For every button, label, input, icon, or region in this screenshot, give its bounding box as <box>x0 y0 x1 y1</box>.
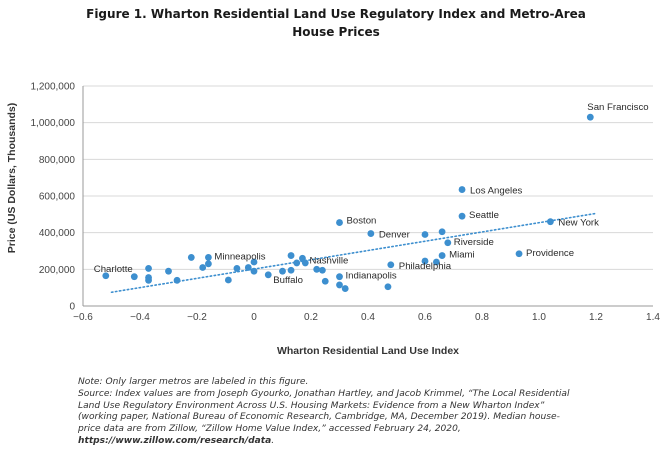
data-point <box>250 267 258 275</box>
point-label-seattle: Seattle <box>469 210 499 221</box>
figure-title-line-2: House Prices <box>292 25 380 39</box>
data-points <box>102 113 594 292</box>
x-axis-label: Wharton Residential Land Use Index <box>277 345 459 357</box>
point-label-san-francisco: San Francisco <box>587 102 648 113</box>
point-buffalo <box>264 271 272 279</box>
point-providence <box>515 250 523 258</box>
point-label-philadelphia: Philadelphia <box>399 261 452 272</box>
point-label-new-york: New York <box>558 218 599 229</box>
point-label-nashville: Nashville <box>309 255 348 266</box>
point-boston <box>336 219 343 226</box>
data-point <box>233 265 241 272</box>
x-tick-label: 1.4 <box>646 312 660 323</box>
point-minneapolis <box>205 254 212 261</box>
note-line-1: Note: Only larger metros are labeled in … <box>78 377 309 387</box>
point-los-angeles <box>458 186 466 193</box>
y-tick-label: 1,000,000 <box>31 118 76 129</box>
axes: 0 200,000 400,000 600,000 800,000 1,000,000 1,… <box>31 82 661 324</box>
data-point <box>301 259 309 267</box>
data-point <box>224 276 232 284</box>
data-point <box>199 264 207 271</box>
source-line-2: Land Use Regulatory Environment Across U… <box>78 400 545 411</box>
data-point <box>244 264 252 271</box>
point-label-los-angeles: Los Angeles <box>470 186 522 197</box>
point-label-boston: Boston <box>347 216 377 227</box>
point-label-providence: Providence <box>526 248 574 259</box>
figure-note: Note: Only larger metros are labeled in … <box>78 377 598 448</box>
data-point <box>313 265 321 273</box>
data-point <box>287 252 295 259</box>
point-denver <box>367 230 375 237</box>
data-point <box>205 260 212 268</box>
figure-title: Figure 1. Wharton Residential Land Use R… <box>0 5 672 41</box>
data-point <box>287 266 295 274</box>
point-indianapolis <box>336 273 343 281</box>
figure-title-line-1: Figure 1. Wharton Residential Land Use R… <box>86 7 586 21</box>
data-point <box>145 265 152 272</box>
data-point <box>384 283 392 291</box>
x-tick-label: 1.2 <box>589 312 603 323</box>
data-point <box>130 273 138 281</box>
point-label-indianapolis: Indianapolis <box>346 271 397 282</box>
data-point <box>250 258 258 266</box>
x-tick-label: −0.2 <box>187 312 207 323</box>
y-tick-label: 400,000 <box>39 228 76 239</box>
x-tick-label: 0.6 <box>418 312 432 323</box>
point-label-charlotte: Charlotte <box>94 264 133 275</box>
data-point <box>279 267 286 275</box>
y-tick-label: 1,200,000 <box>31 82 76 93</box>
trendline <box>110 212 597 294</box>
point-riverside <box>444 239 452 247</box>
source-url-link[interactable]: https://www.zillow.com/research/data <box>78 435 272 446</box>
data-point <box>341 285 349 292</box>
source-url-suffix: . <box>271 435 275 446</box>
data-point <box>421 231 429 238</box>
data-point <box>433 258 440 266</box>
data-point <box>319 266 326 274</box>
y-tick-label: 800,000 <box>39 155 76 166</box>
point-philadelphia <box>387 261 395 269</box>
y-tick-label: 200,000 <box>39 265 76 276</box>
point-label-buffalo: Buffalo <box>273 275 303 286</box>
trendline-group <box>110 212 597 294</box>
source-url-line: https://www.zillow.com/research/data. <box>78 436 598 448</box>
point-seattle <box>458 212 466 220</box>
x-tick-label: −0.4 <box>130 312 150 323</box>
data-point <box>187 254 195 261</box>
source-line-3: (working paper, National Bureau of Econo… <box>78 412 560 423</box>
x-tick-label: 0 <box>251 312 257 323</box>
x-tick-label: 0.8 <box>475 312 489 323</box>
data-point <box>293 259 301 267</box>
point-label-miami: Miami <box>449 250 475 261</box>
point-san-francisco <box>586 113 594 121</box>
source-line-4: price data are from Zillow, “Zillow Home… <box>78 424 461 435</box>
x-tick-label: 0.4 <box>361 312 375 323</box>
point-new-york <box>547 218 554 226</box>
y-tick-label: 0 <box>69 302 75 313</box>
scatter-chart: 0 200,000 400,000 600,000 800,000 1,000,000 1,… <box>6 82 661 358</box>
data-point <box>145 276 152 284</box>
x-tick-label: 1.0 <box>532 312 546 323</box>
point-label-riverside: Riverside <box>454 237 494 248</box>
gridlines <box>83 85 653 270</box>
x-tick-label: 0.2 <box>304 312 318 323</box>
x-tick-label: −0.6 <box>73 312 93 323</box>
y-tick-label: 600,000 <box>39 192 76 203</box>
point-labels: Charlotte Minneapolis Buffalo Nashville Bost… <box>94 102 649 286</box>
data-point <box>336 281 343 289</box>
data-point <box>321 277 329 285</box>
point-miami <box>438 252 446 259</box>
point-label-minneapolis: Minneapolis <box>214 251 265 262</box>
data-point <box>173 276 181 284</box>
data-point <box>421 257 429 265</box>
y-axis-label: Price (US Dollars, Thousands) <box>6 103 18 254</box>
data-point <box>438 228 446 236</box>
data-point <box>165 267 172 275</box>
source-line-1: Source: Index values are from Joseph Gyo… <box>78 388 570 399</box>
point-label-denver: Denver <box>379 230 411 241</box>
point-charlotte <box>102 272 110 280</box>
